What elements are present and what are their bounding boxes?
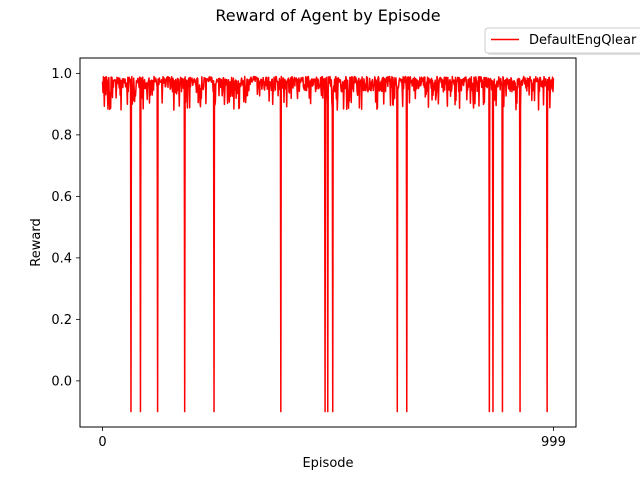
x-axis-label: Episode (302, 456, 353, 471)
y-tick-label: 0.0 (51, 374, 72, 389)
y-axis-ticks: 0.0 0.2 0.4 0.6 0.8 1.0 (51, 67, 80, 389)
y-axis-label: Reward (29, 218, 44, 266)
y-tick-label: 0.6 (51, 190, 72, 205)
series-line (101, 75, 555, 413)
x-tick-label: 0 (98, 435, 106, 450)
axes-frame (79, 57, 577, 428)
chart-title: Reward of Agent by Episode (215, 6, 440, 25)
legend-box (484, 27, 640, 54)
y-tick-label: 0.2 (51, 313, 72, 328)
x-tick-label: 999 (541, 435, 566, 450)
legend-label: DefaultEngQlear (529, 33, 637, 48)
plot-area (101, 75, 555, 413)
y-tick-label: 0.8 (51, 128, 72, 143)
x-axis-ticks: 0 999 (98, 427, 566, 450)
y-tick-label: 0.4 (51, 251, 72, 266)
legend: DefaultEngQlear (484, 27, 640, 55)
y-tick-label: 1.0 (51, 67, 72, 82)
